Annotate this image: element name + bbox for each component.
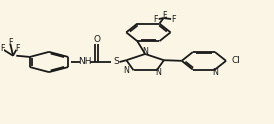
Text: S: S: [113, 58, 119, 66]
Text: N: N: [123, 66, 129, 75]
Text: F: F: [0, 44, 4, 53]
Text: N: N: [142, 47, 148, 56]
Text: F: F: [154, 15, 158, 24]
Text: F: F: [172, 15, 176, 24]
Text: F: F: [8, 38, 13, 47]
Text: Cl: Cl: [232, 56, 240, 65]
Text: N: N: [213, 68, 218, 77]
Text: O: O: [93, 35, 100, 44]
Text: N: N: [155, 68, 161, 77]
Text: F: F: [16, 44, 20, 53]
Text: F: F: [162, 11, 167, 20]
Text: NH: NH: [78, 58, 92, 66]
